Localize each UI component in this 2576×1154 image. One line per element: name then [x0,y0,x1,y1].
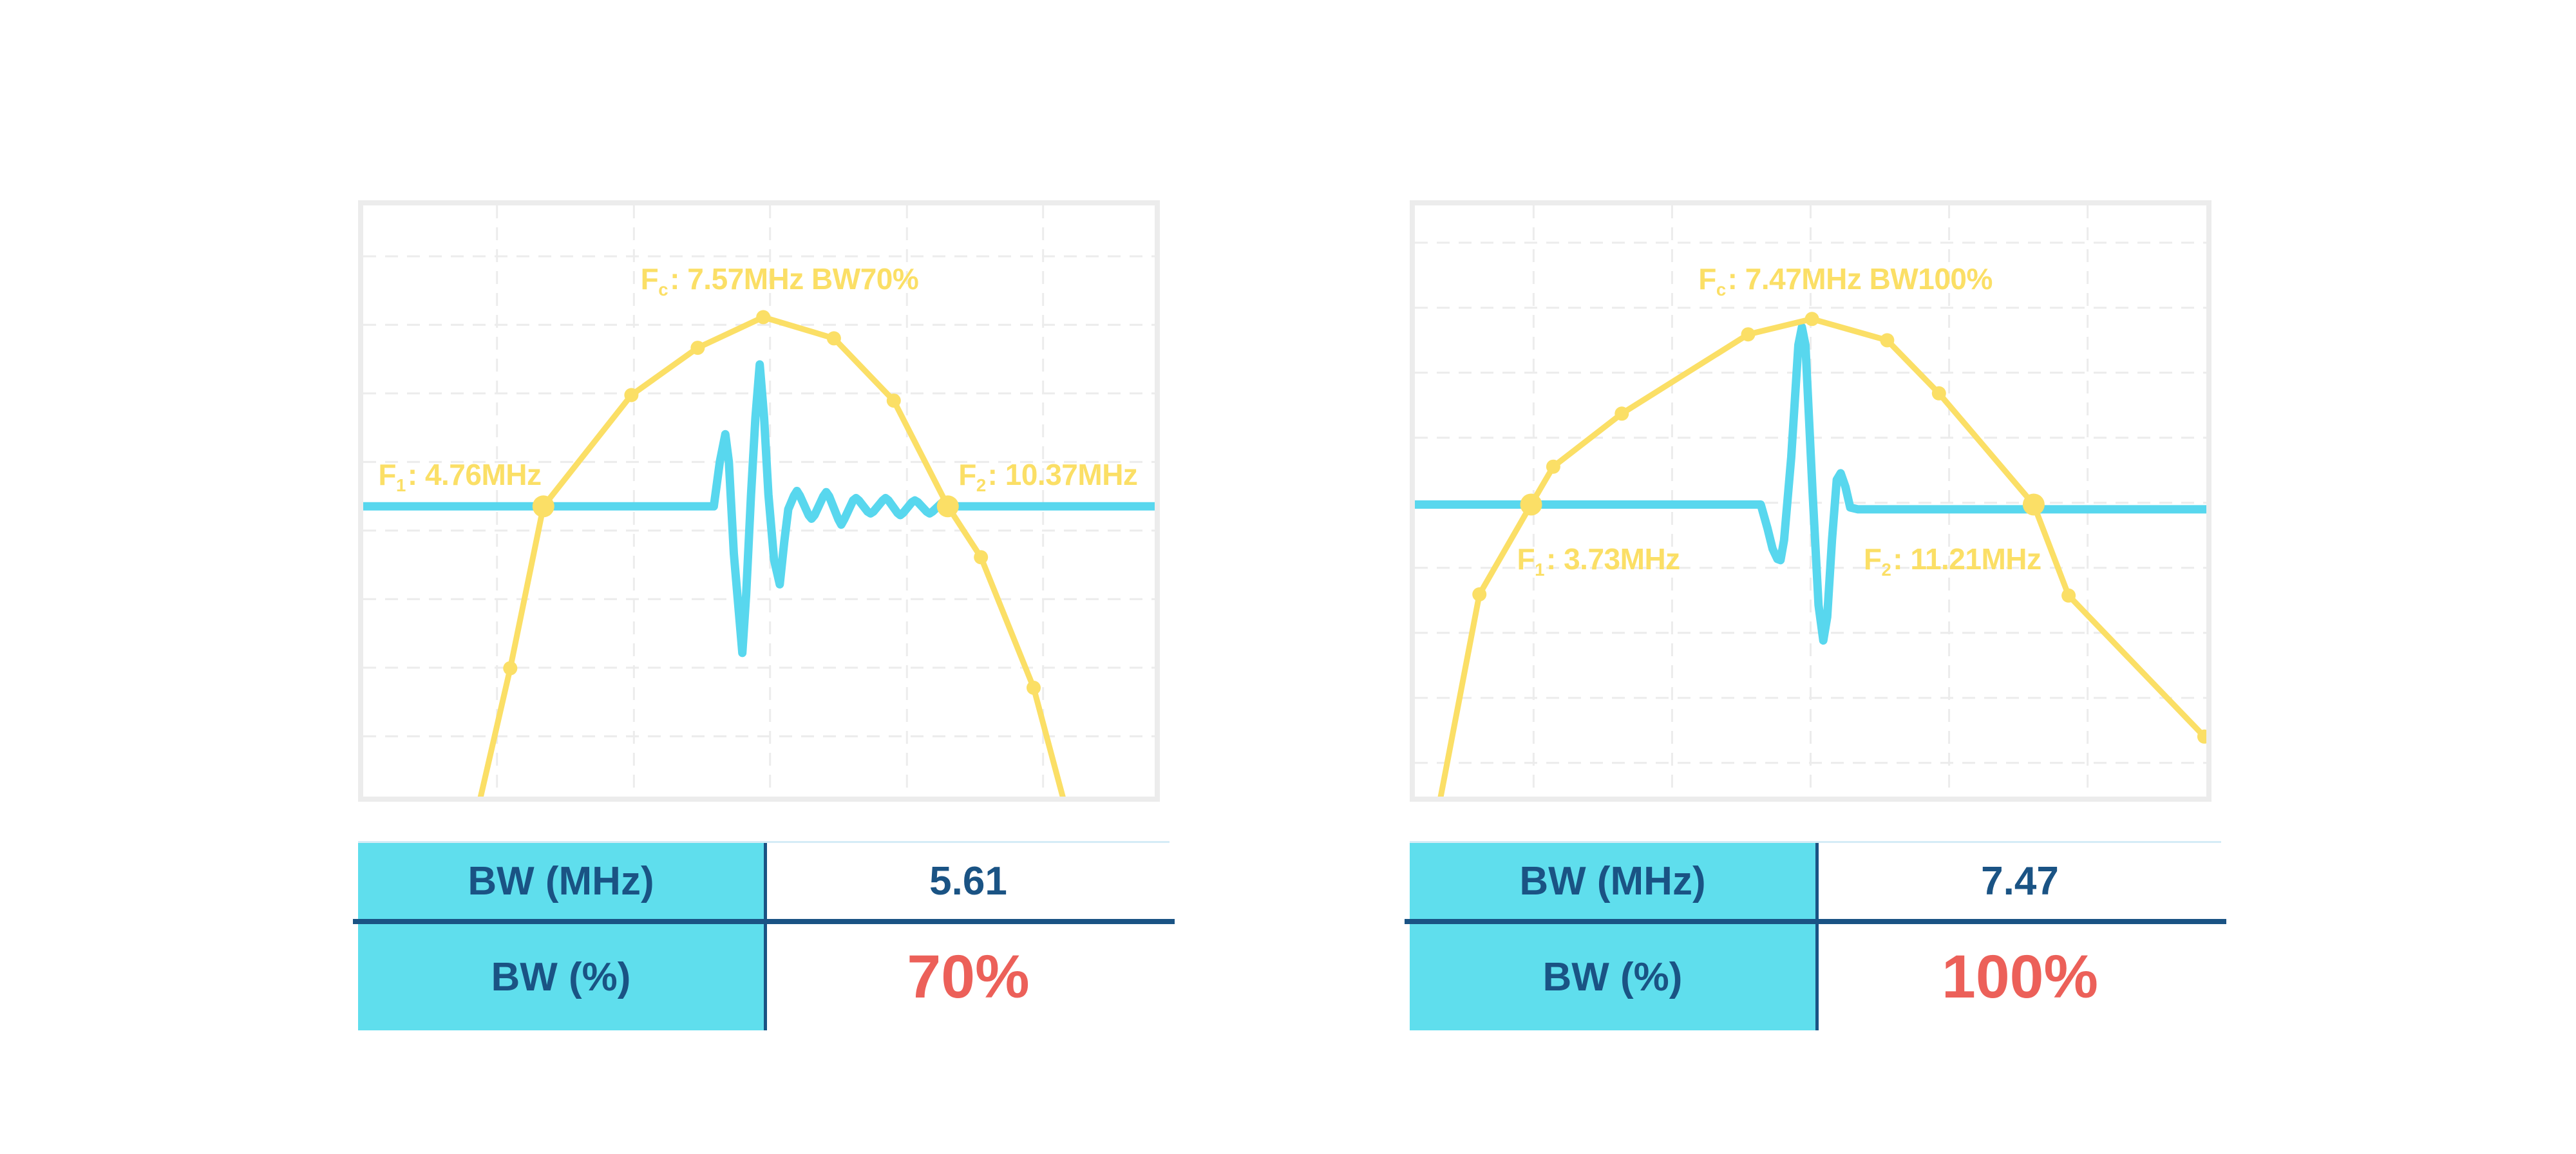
bw-mhz-value: 7.47 [1981,858,2059,903]
spectrum-point-marker [2061,588,2076,603]
spectrum-chart-bw70: Fc: 7.57MHz BW70% F1: 4.76MHz F2: 10.37M… [358,200,1160,802]
spectrum-curve [1437,316,2206,797]
fc-subscript: c [1716,279,1726,300]
spectrum-point-marker [1615,406,1629,421]
fc-value-text: : 7.47MHz BW100% [1727,261,1993,296]
bw-percent-label: BW (%) [1542,955,1683,999]
spectrum-plot-bw100 [1415,205,2206,797]
pulse-waveform-curve [363,360,1155,657]
spectrum-point-marker [826,331,841,346]
fc-symbol: F [640,261,659,296]
f2-annotation: F2: 10.37MHz [958,457,1138,495]
f1-annotation: F1: 4.76MHz [378,457,542,495]
f1-value-text: : 3.73MHz [1546,542,1680,576]
table-row-divider [1405,919,2226,924]
spectrum-point-marker [2197,729,2206,744]
spectrum-point-marker [690,341,705,355]
chart-plot-area-bw70: Fc: 7.57MHz BW70% F1: 4.76MHz F2: 10.37M… [363,205,1155,797]
table-label-column-background [1410,843,1815,1030]
table-top-border [1410,841,2221,843]
bw-mhz-value: 5.61 [929,858,1007,903]
pulse-waveform-curve [1415,323,2206,645]
bw-mhz-label: BW (MHz) [468,858,654,903]
spectrum-point-marker [1472,587,1487,601]
fc-annotation: Fc: 7.47MHz BW100% [1698,261,1993,299]
bandwidth-edge-marker [1520,493,1542,516]
spectrum-point-marker [756,310,771,325]
f1-symbol: F [378,457,396,491]
bandwidth-edge-marker [532,495,554,518]
bandwidth-edge-marker [2022,493,2045,516]
spectrum-curve [477,314,1066,797]
f1-subscript: 1 [395,475,406,496]
chart-plot-area-bw100: Fc: 7.47MHz BW100% F1: 3.73MHz F2: 11.21… [1415,205,2206,797]
spectrum-point-marker [1027,681,1041,695]
spectrum-point-marker [886,393,901,408]
f1-annotation: F1: 3.73MHz [1517,542,1681,579]
spectrum-point-marker [503,661,518,676]
table-column-divider [764,843,767,1030]
f2-symbol: F [958,457,976,491]
f2-symbol: F [1863,542,1882,576]
f2-value-text: : 11.21MHz [1893,542,2041,576]
table-column-divider [1815,843,1819,1030]
fc-annotation: Fc: 7.57MHz BW70% [640,261,919,299]
table-label-column-background [358,843,764,1030]
fc-subscript: c [658,279,668,300]
f1-symbol: F [1517,542,1535,576]
bandwidth-edge-marker [936,495,959,518]
spectrum-plot-bw70 [363,205,1155,797]
fc-value-text: : 7.57MHz BW70% [670,261,919,296]
spectrum-point-marker [1546,459,1560,474]
table-row-divider [353,919,1175,924]
spectrum-point-marker [1931,386,1946,401]
f1-value-text: : 4.76MHz [407,457,542,491]
spectrum-point-marker [974,550,989,565]
spectrum-point-marker [1804,312,1819,326]
bw-percent-value: 70% [907,943,1030,1011]
f2-value-text: : 10.37MHz [987,457,1138,491]
bandwidth-table-bw70: BW (MHz) 5.61 BW (%) 70% [353,841,1175,1030]
f2-subscript: 2 [976,475,986,496]
bw-percent-value: 100% [1942,943,2098,1011]
bw-mhz-label: BW (MHz) [1519,858,1706,903]
spectrum-point-marker [1880,333,1895,348]
f2-annotation: F2: 11.21MHz [1863,542,2041,579]
f2-subscript: 2 [1881,560,1891,580]
table-top-border [358,841,1170,843]
spectrum-point-marker [624,388,639,402]
spectrum-point-marker [1741,327,1756,342]
bw-percent-label: BW (%) [491,955,631,999]
spectrum-chart-bw100: Fc: 7.47MHz BW100% F1: 3.73MHz F2: 11.21… [1410,200,2211,802]
f1-subscript: 1 [1535,560,1544,580]
bandwidth-table-bw100: BW (MHz) 7.47 BW (%) 100% [1405,841,2226,1030]
fc-symbol: F [1698,261,1716,296]
